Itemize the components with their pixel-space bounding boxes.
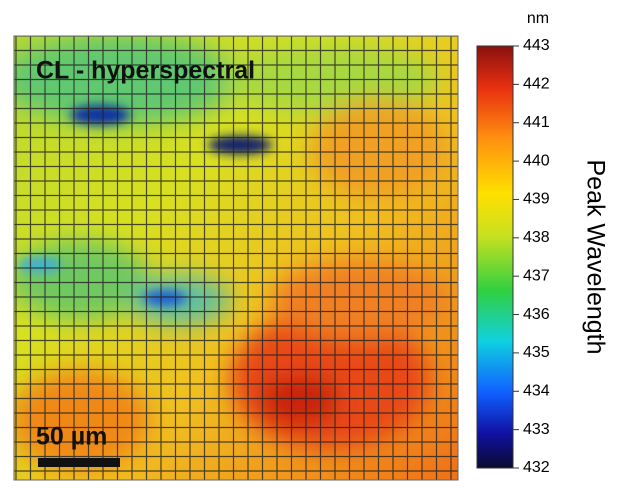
map-frame	[13, 35, 459, 481]
colorbar-tick-label: 438	[523, 229, 550, 246]
colorbar-tick-label: 439	[523, 191, 550, 208]
colorbar-tick-label: 443	[523, 37, 550, 54]
colorbar-tick-label: 432	[523, 459, 550, 476]
colorbar-tick-label: 442	[523, 76, 550, 93]
colorbar	[476, 45, 514, 469]
colorbar-tick-label: 436	[523, 306, 550, 323]
colorbar-tick-label: 433	[523, 421, 550, 438]
colorbar-tick-label: 441	[523, 114, 550, 131]
scale-bar	[38, 458, 120, 467]
scale-bar-label: 50 µm	[36, 423, 107, 451]
cl-map	[14, 36, 458, 480]
colorbar-label: Peak Wavelength	[581, 159, 609, 354]
colorbar-tick-label: 437	[523, 267, 550, 284]
colorbar-tick-label: 434	[523, 382, 550, 399]
colorbar-tick-label: 440	[523, 152, 550, 169]
map-title: CL - hyperspectral	[36, 57, 255, 85]
colorbar-unit: nm	[527, 10, 549, 27]
colorbar-tick-label: 435	[523, 344, 550, 361]
